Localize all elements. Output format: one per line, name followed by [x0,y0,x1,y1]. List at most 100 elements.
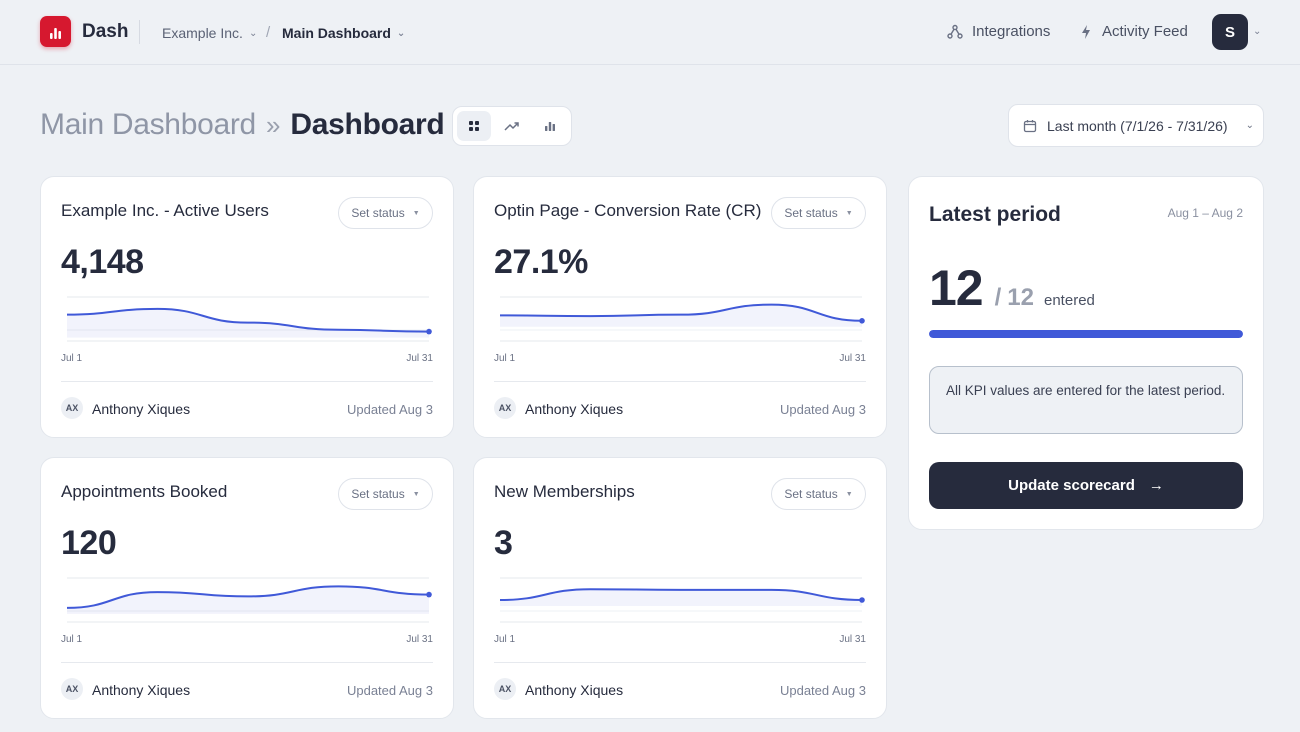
owner-name: Anthony Xiques [92,682,191,698]
org-switcher-label: Example Inc. [162,25,243,41]
set-status-label: Set status [351,487,405,501]
sparkline-endpoint [426,591,432,598]
dash-logo-icon[interactable] [40,16,71,47]
kpi-sparkline [499,577,865,623]
entered-count: 12 / 12 entered [929,259,1095,317]
sparkline-area [500,589,862,606]
set-status-label: Set status [351,206,405,220]
dashboard-switcher-label: Main Dashboard [282,25,391,41]
sparkline-end-label: Jul 31 [839,353,866,364]
caret-down-icon: ▼ [845,490,853,498]
arrow-right-icon: → [1148,477,1164,494]
entered-value: 12 [929,260,984,316]
sparkline-start-label: Jul 1 [494,353,516,364]
card-divider [61,662,433,663]
sparkline-endpoint [859,318,865,324]
page-title-current: Dashboard [290,108,445,141]
latest-period-range: Aug 1 – Aug 2 [1167,206,1243,220]
card-divider [494,662,866,663]
calendar-icon [1023,119,1037,132]
kpi-title: Example Inc. - Active Users [61,201,269,220]
user-avatar[interactable]: S [1212,14,1248,50]
caret-down-icon: ▼ [412,490,420,498]
sparkline-area [67,586,429,614]
sparkline-start-label: Jul 1 [61,353,83,364]
owner-avatar: AX [494,397,516,419]
chevron-down-icon[interactable]: ⌄ [1253,26,1262,37]
card-divider [61,381,433,382]
set-status-label: Set status [784,206,838,220]
owner-name: Anthony Xiques [525,401,624,417]
owner-name: Anthony Xiques [92,401,191,417]
sparkline-line [66,307,430,333]
integrations-label: Integrations [972,23,1051,40]
lightning-icon [1082,24,1090,39]
date-range-picker[interactable]: Last month (7/1/26 - 7/31/26) ⌄ [1008,104,1264,147]
kpi-sparkline [66,296,432,342]
top-nav: Dash Example Inc. ⌄ / Main Dashboard ⌄ I… [0,0,1300,65]
set-status-label: Set status [784,487,838,501]
kpi-card[interactable]: Optin Page - Conversion Rate (CR) Set st… [473,176,887,438]
set-status-button[interactable]: Set status ▼ [338,197,433,229]
dashboard-switcher[interactable]: Main Dashboard ⌄ [282,25,405,41]
kpi-value: 4,148 [61,243,144,281]
bar-view-button[interactable] [533,111,567,141]
integrations-link[interactable]: Integrations [947,23,1050,40]
caret-down-icon: ▼ [845,209,853,217]
grid-icon [469,121,479,131]
kpi-card[interactable]: Example Inc. - Active Users Set status ▼… [40,176,454,438]
kpi-sparkline [499,296,865,342]
activity-feed-link[interactable]: Activity Feed [1079,23,1188,40]
set-status-button[interactable]: Set status ▼ [338,478,433,510]
nav-divider [139,20,140,44]
org-switcher[interactable]: Example Inc. ⌄ [162,25,257,41]
entry-progress-bar [929,330,1243,338]
trend-view-button[interactable] [495,111,529,141]
sparkline-start-label: Jul 1 [61,634,83,645]
kpi-card[interactable]: Appointments Booked Set status ▼ 120 Jul… [40,457,454,719]
integrations-icon [947,24,963,39]
owner-name: Anthony Xiques [525,682,624,698]
card-divider [494,381,866,382]
kpi-title: Appointments Booked [61,482,228,501]
sparkline-end-label: Jul 31 [839,634,866,645]
kpi-title: New Memberships [494,482,635,501]
sparkline-endpoint [426,328,432,335]
set-status-button[interactable]: Set status ▼ [771,478,866,510]
caret-down-icon: ▼ [412,209,420,217]
chevron-down-icon: ⌄ [1245,120,1254,131]
kpi-value: 120 [61,524,117,562]
updated-timestamp: Updated Aug 3 [779,683,866,698]
entered-separator: / [994,284,1002,311]
sparkline-end-label: Jul 31 [406,353,433,364]
trending-up-icon [504,122,519,131]
latest-period-title: Latest period [929,203,1061,226]
kpi-value: 3 [494,524,513,562]
kpi-card[interactable]: New Memberships Set status ▼ 3 Jul 1 Jul… [473,457,887,719]
breadcrumb-separator: / [266,24,271,41]
sparkline-endpoint [859,597,865,603]
sparkline-line [66,585,430,609]
grid-view-button[interactable] [457,111,491,141]
kpi-title: Optin Page - Conversion Rate (CR) [494,201,762,220]
updated-timestamp: Updated Aug 3 [779,402,866,417]
update-scorecard-button[interactable]: Update scorecard → [929,462,1243,509]
entered-total: 12 [1007,284,1034,311]
latest-period-panel: Latest period Aug 1 – Aug 2 12 / 12 ente… [908,176,1264,530]
sparkline-line [499,588,863,601]
entry-progress-fill [929,330,1243,338]
sparkline-area [500,304,862,327]
page-title-separator: » [265,110,281,140]
updated-timestamp: Updated Aug 3 [346,402,433,417]
page-title-parent[interactable]: Main Dashboard [40,108,256,141]
completion-notice: All KPI values are entered for the lates… [929,366,1243,434]
page-title: Main Dashboard » Dashboard [40,108,445,142]
entered-label: entered [1044,292,1095,309]
activity-feed-label: Activity Feed [1102,23,1188,40]
sparkline-line [499,303,863,322]
brand-name[interactable]: Dash [82,21,129,42]
owner-avatar: AX [61,678,83,700]
set-status-button[interactable]: Set status ▼ [771,197,866,229]
updated-timestamp: Updated Aug 3 [346,683,433,698]
kpi-sparkline [66,577,432,623]
